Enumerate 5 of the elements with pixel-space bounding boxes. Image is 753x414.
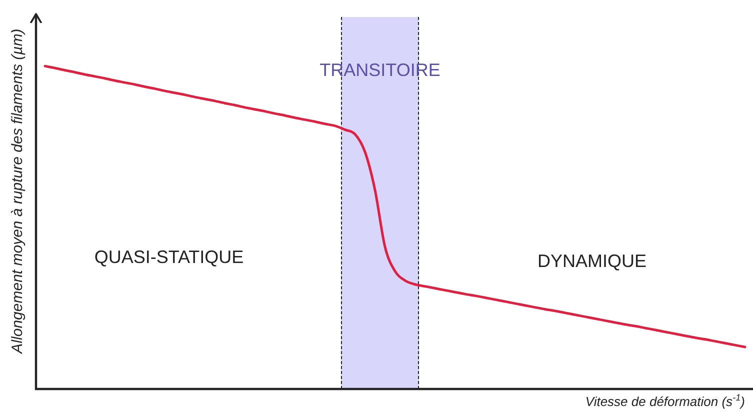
annotation: QUASI-STATIQUE xyxy=(94,246,244,267)
x-axis-title: Vitesse de déformation (s$^{-1}$) xyxy=(585,392,745,410)
annotation: TRANSITOIRE xyxy=(320,60,440,80)
y-axis-title: Allongement moyen à rupture des filaments (µm) xyxy=(9,28,27,354)
annotation: DYNAMIQUE xyxy=(537,250,647,271)
